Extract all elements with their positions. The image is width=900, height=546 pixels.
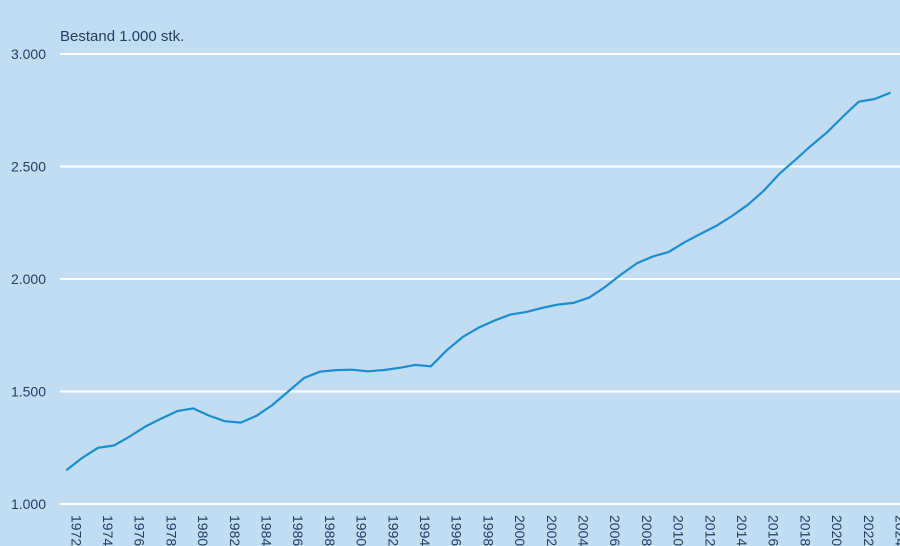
x-tick-label: 1984 [259,515,275,546]
x-tick-label: 1998 [480,515,496,546]
x-tick-label: 1974 [100,515,116,546]
y-axis-label: Bestand 1.000 stk. [60,28,184,45]
x-tick-label: 2010 [671,515,687,546]
x-tick-label: 2016 [766,515,782,546]
x-tick-label: 2012 [702,515,718,546]
x-tick-label: 2004 [576,515,592,546]
x-tick-label: 1996 [449,515,465,546]
y-tick-label: 1.000 [11,496,46,512]
x-tick-label: 2002 [544,515,560,546]
y-tick-label: 1.500 [11,384,46,400]
x-tick-label: 1992 [385,515,401,546]
y-axis-ticks: 1.000 1.500 2.000 2.500 3.000 [11,46,46,512]
series-group [65,91,891,472]
y-tick-label: 3.000 [11,46,46,62]
x-tick-label: 2024 [892,515,900,546]
x-tick-label: 1990 [354,515,370,546]
gridlines [60,53,900,505]
series-line-0 [65,91,891,472]
x-tick-label: 2014 [734,515,750,546]
y-tick-label: 2.000 [11,271,46,287]
x-tick-label: 2018 [797,515,813,546]
x-tick-label: 1980 [195,515,211,546]
x-tick-label: 1988 [322,515,338,546]
x-tick-label: 2022 [861,515,877,546]
x-tick-label: 1982 [227,515,243,546]
x-tick-label: 1994 [417,515,433,546]
x-tick-label: 1972 [68,515,84,546]
x-tick-label: 1986 [290,515,306,546]
x-tick-label: 1976 [132,515,148,546]
x-tick-label: 2000 [512,515,528,546]
x-tick-label: 1978 [163,515,179,546]
x-tick-label: 2006 [607,515,623,546]
x-tick-label: 2020 [829,515,845,546]
y-tick-label: 2.500 [11,159,46,175]
x-axis-ticks: 1972 1974 1976 1978 1980 1982 1984 1986 1988 1990… [68,515,900,546]
x-tick-label: 2008 [639,515,655,546]
